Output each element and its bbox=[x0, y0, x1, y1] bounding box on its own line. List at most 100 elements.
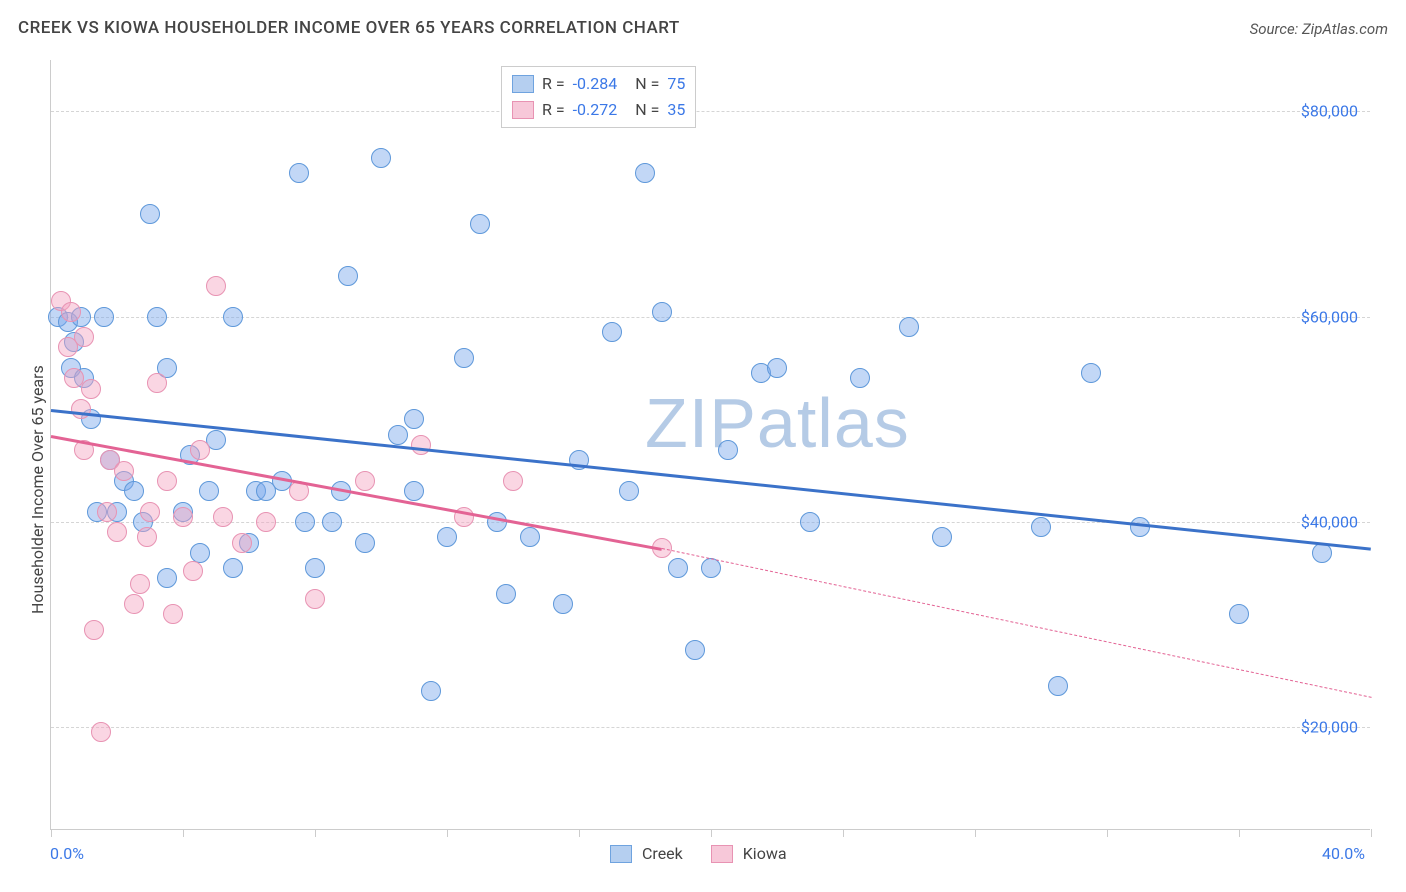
x-tick bbox=[315, 829, 316, 837]
plot-area: ZIPatlas $20,000 $40,000 $60,000 $80,000 R =… bbox=[50, 60, 1370, 830]
data-point bbox=[602, 322, 622, 342]
data-point bbox=[173, 507, 193, 527]
gridline bbox=[51, 111, 1370, 112]
data-point bbox=[71, 399, 91, 419]
y-tick-label: $80,000 bbox=[1301, 102, 1358, 121]
data-point bbox=[470, 214, 490, 234]
data-point bbox=[157, 471, 177, 491]
data-point bbox=[685, 640, 705, 660]
data-point bbox=[147, 373, 167, 393]
data-point bbox=[437, 527, 457, 547]
x-tick bbox=[1239, 829, 1240, 837]
data-point bbox=[147, 307, 167, 327]
data-point bbox=[232, 533, 252, 553]
stats-r-value: -0.284 bbox=[573, 71, 618, 97]
y-tick-label: $60,000 bbox=[1301, 307, 1358, 326]
data-point bbox=[183, 561, 203, 581]
data-point bbox=[199, 481, 219, 501]
x-tick bbox=[843, 829, 844, 837]
data-point bbox=[850, 368, 870, 388]
chart-container: CREEK VS KIOWA HOUSEHOLDER INCOME OVER 6… bbox=[0, 0, 1406, 892]
stats-n-label: N = bbox=[635, 71, 659, 97]
data-point bbox=[94, 307, 114, 327]
stats-r-value: -0.272 bbox=[573, 97, 618, 123]
legend-label: Creek bbox=[642, 844, 683, 863]
data-point bbox=[305, 558, 325, 578]
data-point bbox=[190, 440, 210, 460]
data-point bbox=[404, 481, 424, 501]
data-point bbox=[635, 163, 655, 183]
legend-swatch bbox=[512, 101, 534, 119]
data-point bbox=[355, 533, 375, 553]
data-point bbox=[223, 307, 243, 327]
data-point bbox=[718, 440, 738, 460]
source-label: Source: ZipAtlas.com bbox=[1250, 20, 1388, 38]
x-tick bbox=[1107, 829, 1108, 837]
data-point bbox=[553, 594, 573, 614]
data-point bbox=[1048, 676, 1068, 696]
gridline bbox=[51, 522, 1370, 523]
data-point bbox=[652, 302, 672, 322]
stats-row: R =-0.284N =75 bbox=[512, 71, 685, 97]
data-point bbox=[213, 507, 233, 527]
legend-swatch bbox=[610, 845, 632, 863]
stats-box: R =-0.284N =75R =-0.272N =35 bbox=[501, 66, 696, 128]
trendline-kiowa-extrapolated bbox=[661, 548, 1371, 698]
data-point bbox=[496, 584, 516, 604]
x-tick-label: 40.0% bbox=[1322, 844, 1365, 863]
data-point bbox=[322, 512, 342, 532]
y-tick-label: $40,000 bbox=[1301, 513, 1358, 532]
stats-r-label: R = bbox=[542, 97, 565, 123]
data-point bbox=[206, 276, 226, 296]
data-point bbox=[107, 522, 127, 542]
chart-title: CREEK VS KIOWA HOUSEHOLDER INCOME OVER 6… bbox=[18, 18, 680, 38]
gridline bbox=[51, 317, 1370, 318]
stats-row: R =-0.272N =35 bbox=[512, 97, 685, 123]
data-point bbox=[932, 527, 952, 547]
data-point bbox=[1031, 517, 1051, 537]
data-point bbox=[74, 327, 94, 347]
data-point bbox=[371, 148, 391, 168]
data-point bbox=[81, 379, 101, 399]
data-point bbox=[520, 527, 540, 547]
data-point bbox=[124, 481, 144, 501]
data-point bbox=[619, 481, 639, 501]
data-point bbox=[388, 425, 408, 445]
data-point bbox=[223, 558, 243, 578]
data-point bbox=[124, 594, 144, 614]
data-point bbox=[91, 722, 111, 742]
legend-label: Kiowa bbox=[743, 844, 787, 863]
data-point bbox=[61, 302, 81, 322]
data-point bbox=[137, 527, 157, 547]
x-tick bbox=[1371, 829, 1372, 837]
data-point bbox=[899, 317, 919, 337]
data-point bbox=[503, 471, 523, 491]
data-point bbox=[130, 574, 150, 594]
x-tick bbox=[579, 829, 580, 837]
data-point bbox=[411, 435, 431, 455]
data-point bbox=[163, 604, 183, 624]
data-point bbox=[404, 409, 424, 429]
x-tick bbox=[51, 829, 52, 837]
data-point bbox=[84, 620, 104, 640]
data-point bbox=[305, 589, 325, 609]
gridline bbox=[51, 727, 1370, 728]
data-point bbox=[190, 543, 210, 563]
x-tick bbox=[447, 829, 448, 837]
series-legend: Creek Kiowa bbox=[610, 844, 805, 863]
data-point bbox=[454, 348, 474, 368]
x-tick-label: 0.0% bbox=[50, 844, 84, 863]
data-point bbox=[295, 512, 315, 532]
y-tick-label: $20,000 bbox=[1301, 718, 1358, 737]
data-point bbox=[140, 204, 160, 224]
data-point bbox=[157, 568, 177, 588]
watermark-text: ZIPatlas bbox=[645, 383, 910, 463]
data-point bbox=[355, 471, 375, 491]
data-point bbox=[338, 266, 358, 286]
legend-swatch bbox=[711, 845, 733, 863]
stats-n-label: N = bbox=[635, 97, 659, 123]
data-point bbox=[289, 163, 309, 183]
y-axis-label: Householder Income Over 65 years bbox=[28, 366, 47, 615]
data-point bbox=[114, 461, 134, 481]
data-point bbox=[256, 512, 276, 532]
